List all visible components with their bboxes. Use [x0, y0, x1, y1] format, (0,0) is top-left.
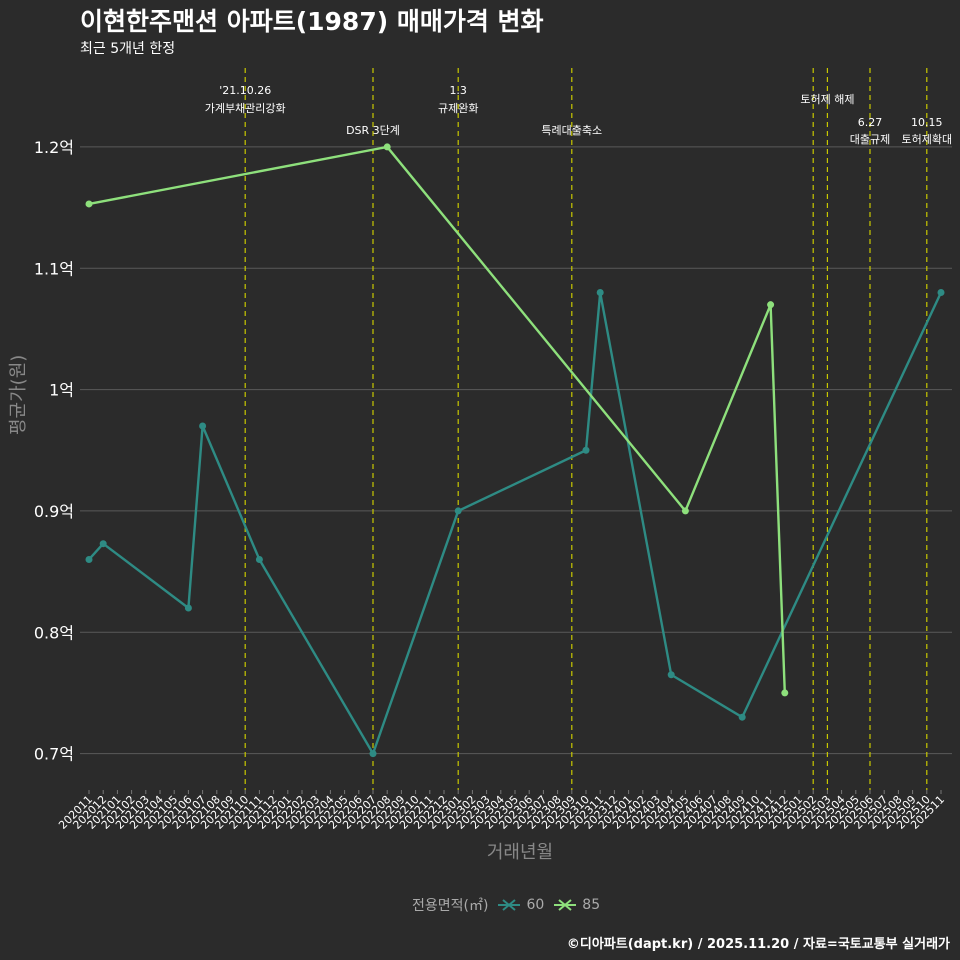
policy-annotation: 대출규제	[850, 133, 890, 146]
data-point-85	[383, 143, 391, 151]
policy-annotation: 특례대출축소	[541, 124, 602, 137]
policy-annotation: 10.15	[911, 116, 943, 129]
policy-annotation: 가계부채관리강화	[205, 102, 286, 115]
legend-label-60: 60	[526, 897, 545, 913]
legend-title: 전용면적(㎡)	[412, 898, 489, 914]
y-tick-label: 0.8억	[34, 623, 74, 642]
data-point-60	[738, 713, 746, 721]
policy-annotation: 6.27	[858, 116, 883, 129]
data-point-85	[767, 301, 775, 309]
policy-annotation: '21.10.26	[219, 84, 271, 97]
data-point-60	[596, 289, 604, 297]
y-tick-label: 0.9억	[34, 502, 74, 521]
legend: 전용면적(㎡) 60 85	[412, 895, 600, 915]
legend-item-60: 60	[498, 897, 544, 913]
series-line-60	[88, 291, 943, 755]
policy-annotation: 토허제확대	[901, 133, 952, 146]
y-tick-label: 1.2억	[34, 138, 74, 157]
data-point-60	[99, 540, 107, 548]
policy-annotation: 1.3	[449, 84, 467, 97]
data-point-60	[255, 555, 263, 563]
policy-annotation: 규제완화	[438, 102, 478, 115]
data-point-60	[454, 507, 462, 515]
legend-key-60	[498, 899, 521, 911]
legend-key-85	[554, 899, 577, 911]
data-point-60	[199, 422, 207, 430]
data-point-85	[85, 200, 93, 208]
x-axis-label: 거래년월	[486, 842, 554, 863]
y-tick-label: 1.1억	[34, 259, 74, 278]
data-point-60	[582, 446, 590, 454]
data-point-85	[781, 689, 789, 697]
chart-title: 이현한주맨션 아파트(1987) 매매가격 변화	[80, 7, 544, 36]
legend-label-85: 85	[582, 897, 601, 913]
policy-annotation: DSR 3단계	[346, 124, 400, 137]
chart-subtitle: 최근 5개년 한정	[80, 41, 176, 57]
data-point-85	[681, 507, 689, 515]
source-caption: ©디아파트(dapt.kr) / 2025.11.20 / 자료=국토교통부 실…	[566, 937, 950, 952]
data-point-60	[369, 750, 377, 758]
data-point-60	[184, 604, 192, 612]
data-point-60	[937, 289, 945, 297]
y-axis-label: 평균가(원)	[8, 354, 29, 435]
data-point-60	[85, 555, 93, 563]
series-line-85	[88, 145, 786, 693]
data-point-60	[667, 671, 675, 679]
y-tick-label: 0.7억	[34, 745, 74, 764]
y-tick-label: 1억	[49, 381, 74, 400]
policy-annotation: 토허제 해제	[800, 92, 854, 106]
legend-item-85: 85	[554, 897, 600, 913]
